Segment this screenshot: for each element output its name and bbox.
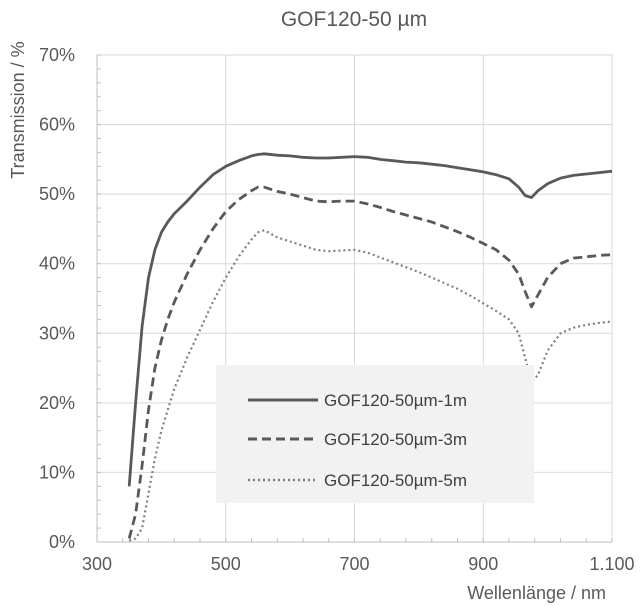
y-tick-label-20: 20% <box>39 393 75 413</box>
legend-label-3m: GOF120-50µm-3m <box>324 430 467 449</box>
legend-label-1m: GOF120-50µm-1m <box>324 391 467 410</box>
y-tick-label-70: 70% <box>39 45 75 65</box>
x-axis-title: Wellenlänge / nm <box>467 583 606 603</box>
y-axis-title: Transmission / % <box>8 41 28 178</box>
y-tick-label-10: 10% <box>39 462 75 482</box>
series-line-1 <box>127 152 613 487</box>
tick-labels: 0% 10% 20% 30% 40% 50% 60% 70% 300 500 700 900 1.100 <box>39 45 635 574</box>
y-tick-label-0: 0% <box>49 532 75 552</box>
x-tick-label-700: 700 <box>339 554 369 574</box>
chart-title: GOF120-50 µm <box>281 8 427 31</box>
legend-label-5m: GOF120-50µm-5m <box>324 471 467 490</box>
y-tick-label-40: 40% <box>39 254 75 274</box>
x-tick-label-900: 900 <box>468 554 498 574</box>
x-tick-label-500: 500 <box>211 554 241 574</box>
y-tick-label-50: 50% <box>39 184 75 204</box>
series-line-2 <box>127 185 613 539</box>
x-tick-label-1100: 1.100 <box>589 554 634 574</box>
axes <box>96 54 613 543</box>
y-tick-label-60: 60% <box>39 115 75 135</box>
legend: GOF120-50µm-1m GOF120-50µm-3m GOF120-50µ… <box>216 365 534 503</box>
y-tick-label-30: 30% <box>39 323 75 343</box>
x-tick-label-300: 300 <box>82 554 112 574</box>
